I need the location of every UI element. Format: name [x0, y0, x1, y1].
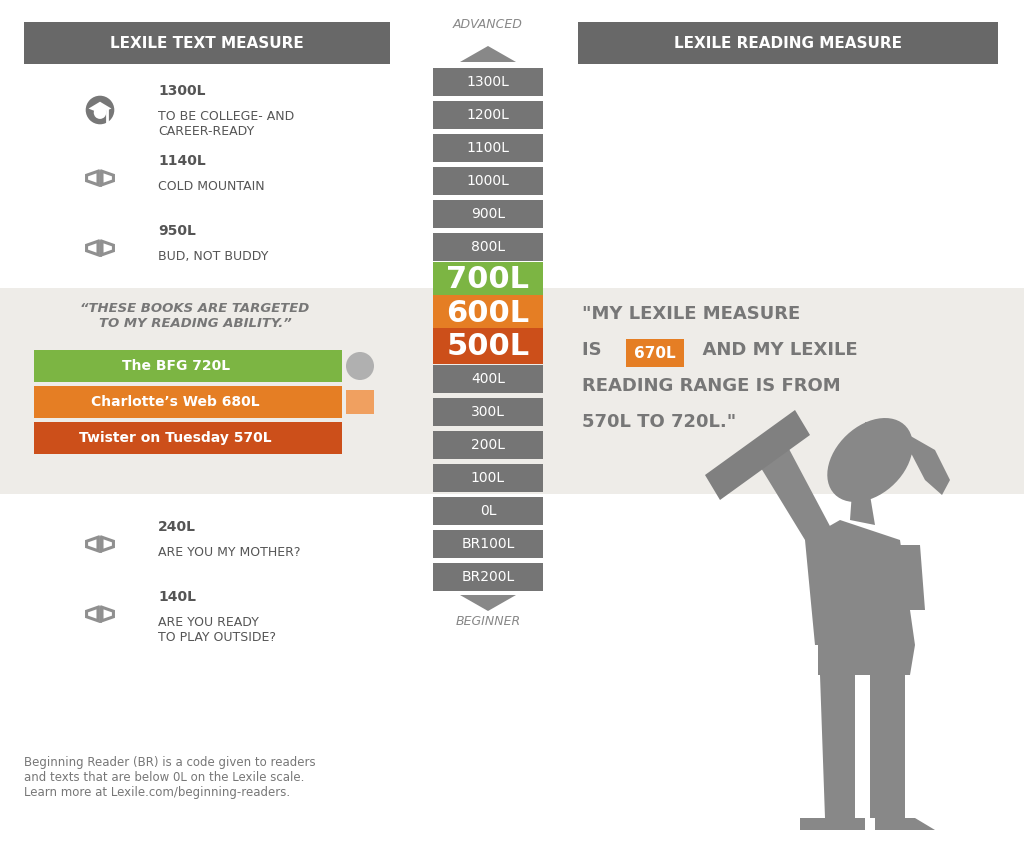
Bar: [34, 350, 342, 382]
Text: Twister on Tuesday 570L: Twister on Tuesday 570L: [80, 431, 272, 445]
Circle shape: [86, 96, 115, 124]
Text: BR200L: BR200L: [462, 570, 515, 584]
Text: 800L: 800L: [471, 240, 505, 254]
Circle shape: [94, 106, 106, 119]
Polygon shape: [460, 46, 516, 62]
Bar: [34, 386, 342, 418]
Bar: [433, 167, 543, 195]
Bar: [433, 295, 543, 331]
Bar: [433, 134, 543, 162]
Bar: [34, 422, 342, 454]
Text: 700L: 700L: [446, 265, 529, 294]
Text: AND MY LEXILE: AND MY LEXILE: [690, 341, 858, 359]
Bar: [433, 431, 543, 459]
Bar: [433, 398, 543, 426]
Text: Charlotte’s Web 680L: Charlotte’s Web 680L: [91, 395, 260, 409]
Text: BEGINNER: BEGINNER: [456, 615, 520, 628]
Text: BUD, NOT BUDDY: BUD, NOT BUDDY: [158, 250, 268, 263]
Text: 600L: 600L: [446, 299, 529, 328]
Text: 300L: 300L: [471, 405, 505, 419]
Text: 240L: 240L: [158, 520, 196, 534]
Text: ARE YOU MY MOTHER?: ARE YOU MY MOTHER?: [158, 546, 300, 559]
Text: BR100L: BR100L: [462, 537, 515, 551]
Text: LEXILE TEXT MEASURE: LEXILE TEXT MEASURE: [111, 35, 304, 51]
Polygon shape: [820, 670, 855, 818]
Bar: [433, 68, 543, 96]
Text: 570L TO 720L.": 570L TO 720L.": [582, 413, 736, 431]
Text: 200L: 200L: [471, 438, 505, 452]
Polygon shape: [750, 432, 840, 545]
Bar: [0, 288, 1024, 494]
Text: 1000L: 1000L: [467, 174, 509, 188]
Bar: [346, 390, 374, 414]
Bar: [433, 464, 543, 492]
Bar: [433, 365, 543, 393]
Bar: [433, 563, 543, 591]
Text: 670L: 670L: [634, 346, 676, 360]
Text: The BFG 720L: The BFG 720L: [122, 359, 229, 373]
Bar: [578, 22, 998, 64]
Text: 1100L: 1100L: [467, 141, 510, 155]
Text: 900L: 900L: [471, 207, 505, 221]
Bar: [433, 233, 543, 261]
Polygon shape: [805, 520, 915, 645]
Polygon shape: [874, 818, 935, 830]
Polygon shape: [850, 492, 874, 525]
Text: READING RANGE IS FROM: READING RANGE IS FROM: [582, 377, 841, 395]
Text: TO BE COLLEGE- AND
CAREER-READY: TO BE COLLEGE- AND CAREER-READY: [158, 110, 294, 138]
Polygon shape: [460, 595, 516, 611]
Text: COLD MOUNTAIN: COLD MOUNTAIN: [158, 180, 264, 193]
Text: ADVANCED: ADVANCED: [453, 18, 523, 31]
Polygon shape: [900, 545, 925, 610]
Polygon shape: [827, 418, 912, 502]
Polygon shape: [870, 670, 905, 818]
Bar: [433, 262, 543, 298]
Text: 140L: 140L: [158, 590, 196, 604]
Text: ARE YOU READY
TO PLAY OUTSIDE?: ARE YOU READY TO PLAY OUTSIDE?: [158, 616, 276, 644]
Text: 400L: 400L: [471, 372, 505, 386]
Text: 500L: 500L: [446, 331, 529, 360]
Polygon shape: [800, 818, 865, 830]
Text: “THESE BOOKS ARE TARGETED
TO MY READING ABILITY.”: “THESE BOOKS ARE TARGETED TO MY READING …: [80, 302, 309, 330]
Polygon shape: [818, 645, 915, 675]
Circle shape: [346, 352, 374, 380]
Text: 100L: 100L: [471, 471, 505, 485]
Text: 0L: 0L: [480, 504, 497, 518]
Text: 1300L: 1300L: [158, 84, 206, 98]
Text: LEXILE READING MEASURE: LEXILE READING MEASURE: [674, 35, 902, 51]
Bar: [433, 101, 543, 129]
Text: IS: IS: [582, 341, 614, 359]
Bar: [24, 22, 390, 64]
Text: "MY LEXILE MEASURE: "MY LEXILE MEASURE: [582, 305, 800, 323]
Text: 1300L: 1300L: [467, 75, 509, 89]
Bar: [433, 497, 543, 525]
Bar: [433, 200, 543, 228]
Polygon shape: [865, 422, 950, 495]
Text: 1140L: 1140L: [158, 154, 206, 168]
Bar: [433, 328, 543, 364]
Polygon shape: [705, 410, 810, 500]
Text: 1200L: 1200L: [467, 108, 509, 122]
Bar: [433, 530, 543, 558]
Polygon shape: [88, 102, 112, 113]
Text: Beginning Reader (BR) is a code given to readers
and texts that are below 0L on : Beginning Reader (BR) is a code given to…: [24, 756, 315, 799]
Bar: [626, 339, 684, 367]
Text: 950L: 950L: [158, 224, 196, 238]
